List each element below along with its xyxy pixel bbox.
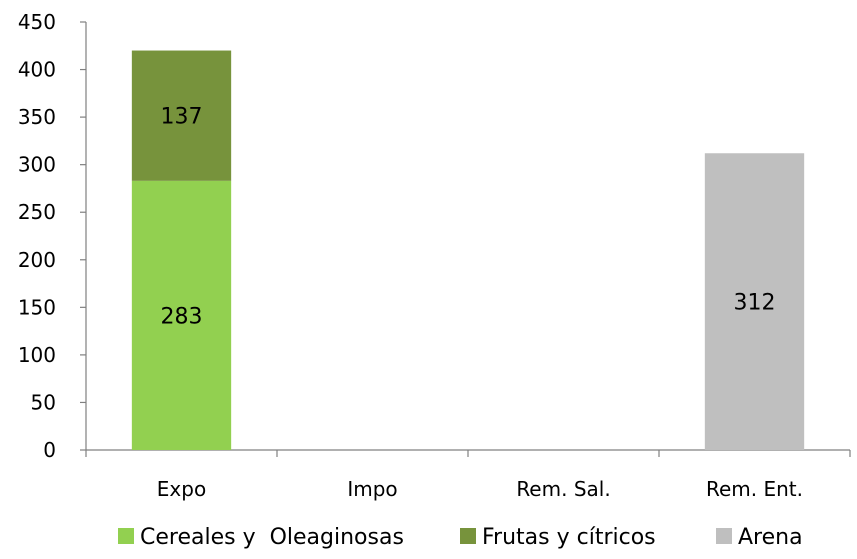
bar-segment [131, 180, 232, 450]
data-label: 283 [161, 304, 203, 329]
legend-label: Cereales y Oleaginosas [140, 525, 404, 550]
y-tick-label: 0 [43, 438, 56, 462]
y-tick-label: 50 [31, 390, 56, 414]
legend-swatch [460, 528, 476, 544]
y-axis: 0 50 100 150 200 250 300 350 400 450 [18, 10, 87, 462]
y-tick-label: 100 [18, 343, 56, 367]
y-tick-label: 200 [18, 248, 56, 272]
x-category-label: Expo [157, 477, 206, 501]
y-tick-label: 450 [18, 10, 56, 34]
bars: 283 137 312 [131, 50, 805, 450]
legend-label: Arena [738, 525, 803, 550]
bar-segment [704, 153, 805, 450]
y-tick-label: 250 [18, 200, 56, 224]
y-tick-label: 300 [18, 153, 56, 177]
legend-swatch [716, 528, 732, 544]
x-category-label: Rem. Ent. [706, 477, 803, 501]
y-tick-label: 150 [18, 295, 56, 319]
legend-label: Frutas y cítricos [482, 525, 656, 550]
legend: Cereales y Oleaginosas Frutas y cítricos A… [118, 525, 803, 550]
x-category-label: Impo [347, 477, 397, 501]
data-label: 312 [734, 291, 776, 316]
data-label: 137 [161, 105, 203, 130]
x-axis: Expo Impo Rem. Sal. Rem. Ent. [85, 449, 851, 501]
y-tick-label: 350 [18, 105, 56, 129]
y-tick-label: 400 [18, 58, 56, 82]
x-category-label: Rem. Sal. [516, 477, 610, 501]
bar-segment [131, 50, 232, 181]
legend-swatch [118, 528, 134, 544]
